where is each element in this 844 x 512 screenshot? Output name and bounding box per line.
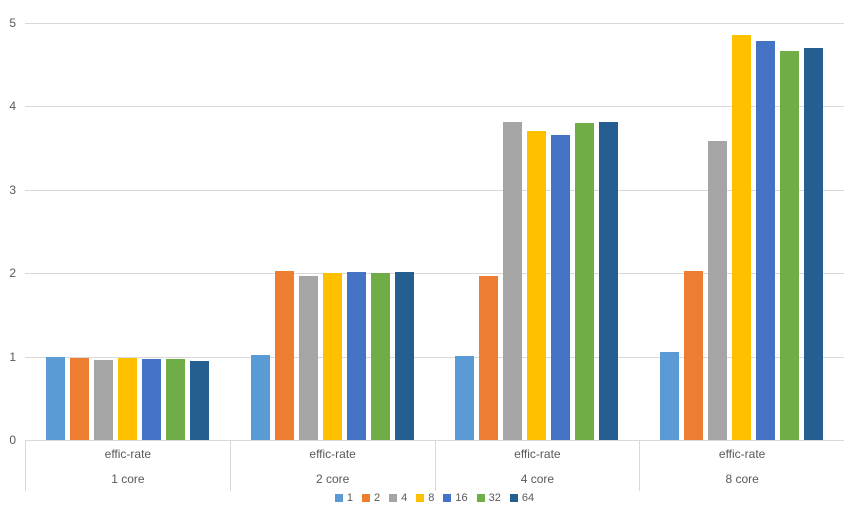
legend-entry-2: 2 xyxy=(362,492,380,504)
bar-series-2 xyxy=(274,271,294,440)
bar-series-16 xyxy=(551,135,571,440)
x-axis-label-level1: effic-rate xyxy=(104,446,152,461)
gridline xyxy=(25,106,844,107)
bar-series-32 xyxy=(575,123,595,440)
x-axis-cell-8-core: effic-rate 8 core xyxy=(639,441,844,491)
legend-swatch-icon xyxy=(389,494,398,502)
x-axis-label-level2: 8 core xyxy=(725,471,759,486)
legend-label: 32 xyxy=(488,492,501,504)
x-axis-label-level1: effic-rate xyxy=(718,446,766,461)
legend-entry-8: 8 xyxy=(416,492,434,504)
bar-series-8 xyxy=(732,35,752,440)
bar-group-1-core xyxy=(25,23,230,440)
bar-series-4 xyxy=(298,276,318,440)
bar-series-8 xyxy=(527,131,547,440)
legend-swatch-icon xyxy=(476,494,485,502)
legend-entry-16: 16 xyxy=(443,492,468,504)
legend: 1 2 4 8 16 32 64 xyxy=(25,490,844,506)
x-axis-label-level2: 4 core xyxy=(520,471,555,486)
bar-series-16 xyxy=(756,41,776,440)
bar-series-2 xyxy=(69,358,89,440)
bar-group-4-core xyxy=(435,23,640,440)
legend-entry-1: 1 xyxy=(334,492,353,504)
legend-label: 2 xyxy=(374,492,381,504)
bars-layer xyxy=(25,23,844,440)
bar-series-4 xyxy=(708,141,728,440)
y-axis-tick-label: 3 xyxy=(9,182,16,197)
y-axis-tick-label: 0 xyxy=(9,433,16,447)
y-axis-tick-label: 4 xyxy=(9,99,16,114)
legend-swatch-icon xyxy=(362,494,370,502)
x-axis: effic-rate 1 core effic-rate 2 core effic-ra… xyxy=(25,440,844,491)
bar-series-4 xyxy=(93,360,113,440)
gridline xyxy=(25,23,844,24)
legend-label: 64 xyxy=(521,492,535,504)
bar-series-1 xyxy=(45,357,65,440)
gridline xyxy=(25,357,844,358)
bar-series-2 xyxy=(684,271,704,440)
x-axis-cell-4-core: effic-rate 4 core xyxy=(434,441,640,491)
bar-series-32 xyxy=(780,51,800,440)
bar-series-16 xyxy=(141,359,161,440)
legend-label: 4 xyxy=(401,492,408,504)
x-axis-label-level2: 2 core xyxy=(315,471,350,486)
x-axis-cell-1-core: effic-rate 1 core xyxy=(25,441,230,491)
x-axis-cell-2-core: effic-rate 2 core xyxy=(229,441,435,491)
bar-series-64 xyxy=(189,361,209,440)
legend-entry-32: 32 xyxy=(476,492,501,504)
x-axis-label-level1: effic-rate xyxy=(309,446,356,461)
bar-series-16 xyxy=(346,272,366,440)
legend-entry-4: 4 xyxy=(389,492,407,504)
y-axis-tick-label: 5 xyxy=(9,16,16,30)
bar-series-32 xyxy=(165,359,185,440)
legend-swatch-icon xyxy=(416,494,425,502)
legend-entry-64: 64 xyxy=(509,492,535,504)
bar-series-4 xyxy=(503,122,523,440)
legend-label: 8 xyxy=(428,492,435,504)
legend-label: 1 xyxy=(346,492,353,504)
bar-series-64 xyxy=(599,122,619,440)
bar-series-1 xyxy=(455,356,475,440)
bar-series-1 xyxy=(660,352,680,440)
bar-series-64 xyxy=(804,48,824,440)
bar-series-8 xyxy=(117,358,137,440)
y-axis-tick-label: 1 xyxy=(9,349,16,364)
bar-series-1 xyxy=(250,355,270,440)
y-axis-tick-label: 2 xyxy=(9,266,16,281)
gridline xyxy=(25,273,844,274)
legend-swatch-icon xyxy=(509,494,518,502)
bar-series-8 xyxy=(322,273,342,440)
bar-series-2 xyxy=(479,276,499,440)
legend-label: 16 xyxy=(455,492,468,504)
bar-group-8-core xyxy=(639,23,844,440)
x-axis-label-level1: effic-rate xyxy=(514,446,561,461)
plot-area xyxy=(25,23,844,440)
bar-series-32 xyxy=(370,273,390,440)
x-axis-label-level2: 1 core xyxy=(111,471,145,486)
bar-series-64 xyxy=(394,272,414,440)
legend-swatch-icon xyxy=(334,494,343,502)
legend-swatch-icon xyxy=(443,494,452,502)
bar-group-2-core xyxy=(230,23,435,440)
gridline xyxy=(25,190,844,191)
